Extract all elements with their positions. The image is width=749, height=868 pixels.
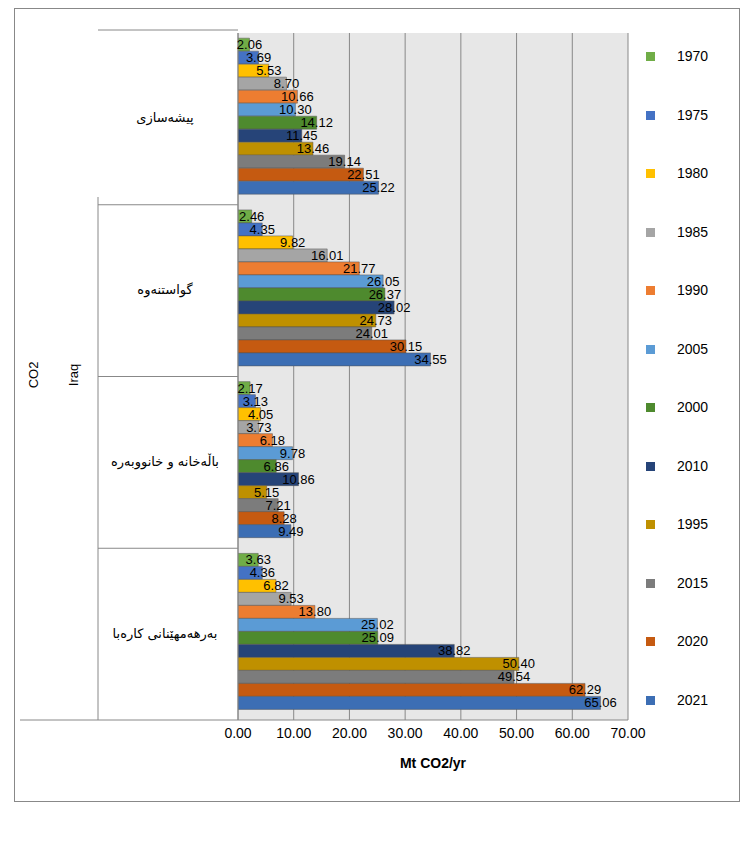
svg-text:22.51: 22.51 <box>347 167 380 183</box>
svg-text:34.55: 34.55 <box>414 352 447 367</box>
svg-text:0.00: 0.00 <box>224 725 251 741</box>
svg-text:5.15: 5.15 <box>254 484 280 500</box>
svg-text:40.00: 40.00 <box>443 725 478 741</box>
svg-text:8.70: 8.70 <box>273 76 300 92</box>
svg-text:باڵەخانە و خانووبەرە: باڵەخانە و خانووبەرە <box>111 453 219 470</box>
html-text:1980: 1980 <box>677 165 709 181</box>
html-text:1970: 1970 <box>677 48 709 64</box>
svg-text:3.69: 3.69 <box>245 50 272 66</box>
svg-text:10.66: 10.66 <box>281 89 314 105</box>
html-text:2010: 2010 <box>677 457 709 474</box>
svg-text:70.00: 70.00 <box>610 725 645 741</box>
svg-text:13.80: 13.80 <box>299 604 332 619</box>
svg-text:9.82: 9.82 <box>280 235 305 250</box>
svg-text:13.46: 13.46 <box>297 141 330 156</box>
svg-text:3.13: 3.13 <box>242 393 269 409</box>
html-text:2021: 2021 <box>677 691 709 708</box>
svg-text:2.46: 2.46 <box>239 208 265 224</box>
svg-text:4.05: 4.05 <box>247 406 274 422</box>
svg-text:50.00: 50.00 <box>499 725 534 741</box>
svg-text:Iraq: Iraq <box>66 364 81 386</box>
html-text:2000: 2000 <box>677 399 709 415</box>
svg-text:پیشەسازی: پیشەسازی <box>136 110 194 126</box>
svg-text:گواستنەوە: گواستنەوە <box>137 282 193 298</box>
html-text:1990: 1990 <box>677 282 709 298</box>
svg-text:62.29: 62.29 <box>568 682 602 698</box>
svg-text:26.05: 26.05 <box>366 273 400 289</box>
svg-text:9.53: 9.53 <box>278 591 304 607</box>
html-text:1985: 1985 <box>677 223 709 240</box>
svg-text:6.18: 6.18 <box>259 432 286 448</box>
html-text:1995: 1995 <box>677 516 709 532</box>
svg-text:20.00: 20.00 <box>332 725 367 741</box>
html-text:2020: 2020 <box>677 633 709 649</box>
svg-text:5.53: 5.53 <box>256 63 282 79</box>
svg-text:38.82: 38.82 <box>438 643 471 658</box>
svg-text:CO2: CO2 <box>26 362 41 389</box>
html-text:2015: 2015 <box>677 574 709 591</box>
svg-text:30.00: 30.00 <box>388 725 423 741</box>
svg-text:10.00: 10.00 <box>276 725 311 741</box>
svg-text:4.35: 4.35 <box>250 222 275 237</box>
svg-text:4.36: 4.36 <box>249 565 275 581</box>
svg-text:30.15: 30.15 <box>389 338 423 354</box>
html-text:1975: 1975 <box>677 106 709 123</box>
svg-text:21.77: 21.77 <box>343 260 376 276</box>
svg-text:25.02: 25.02 <box>361 617 394 633</box>
svg-text:14.12: 14.12 <box>300 115 333 131</box>
svg-text:8.28: 8.28 <box>271 510 297 526</box>
svg-text:19.14: 19.14 <box>328 154 361 170</box>
svg-text:24.01: 24.01 <box>355 326 388 341</box>
svg-text:25.22: 25.22 <box>362 180 395 195</box>
svg-text:2.06: 2.06 <box>236 37 263 53</box>
svg-text:24.73: 24.73 <box>359 312 393 328</box>
svg-text:3.73: 3.73 <box>246 419 272 435</box>
svg-text:11.45: 11.45 <box>286 128 318 144</box>
svg-text:65.06: 65.06 <box>584 695 617 710</box>
svg-text:26.37: 26.37 <box>368 286 402 302</box>
svg-text:6.82: 6.82 <box>263 578 289 594</box>
svg-text:16.01: 16.01 <box>311 248 344 263</box>
svg-text:Mt CO2/yr: Mt CO2/yr <box>400 755 467 771</box>
svg-text:49.54: 49.54 <box>498 669 531 684</box>
svg-text:7.21: 7.21 <box>265 497 291 513</box>
svg-text:2.17: 2.17 <box>237 380 263 396</box>
svg-text:9.78: 9.78 <box>279 445 306 461</box>
svg-text:بەرهەمهێنانی کارەبا: بەرهەمهێنانی کارەبا <box>113 626 218 642</box>
svg-text:6.86: 6.86 <box>263 458 289 474</box>
svg-text:50.40: 50.40 <box>502 656 536 672</box>
svg-text:9.49: 9.49 <box>278 524 303 539</box>
svg-text:28.02: 28.02 <box>377 299 411 315</box>
svg-text:3.63: 3.63 <box>245 552 271 568</box>
svg-text:10.30: 10.30 <box>279 102 312 118</box>
svg-text:25.09: 25.09 <box>362 630 395 645</box>
svg-text:60.00: 60.00 <box>555 725 590 741</box>
svg-text:10.86: 10.86 <box>282 472 315 487</box>
html-text:2005: 2005 <box>677 340 709 357</box>
